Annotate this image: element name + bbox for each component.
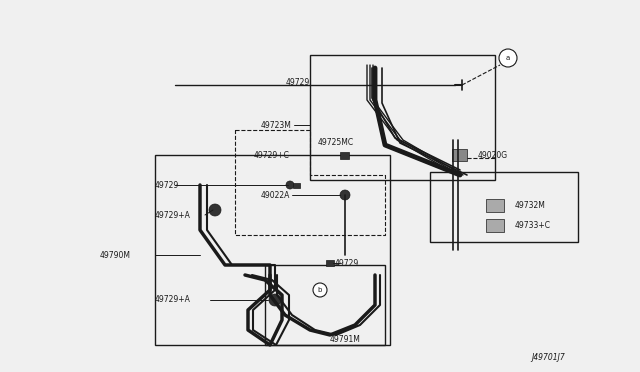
Bar <box>265 265 385 345</box>
Bar <box>486 199 504 212</box>
Text: 49729: 49729 <box>286 77 310 87</box>
Bar <box>452 149 467 161</box>
Text: 49732M: 49732M <box>515 201 546 209</box>
Circle shape <box>269 294 281 306</box>
Bar <box>310 55 495 180</box>
Text: 49729: 49729 <box>335 259 359 267</box>
Text: 49729: 49729 <box>155 180 179 189</box>
Bar <box>155 155 390 345</box>
Circle shape <box>499 49 517 67</box>
Text: 49729+C: 49729+C <box>254 151 290 160</box>
Circle shape <box>340 190 350 200</box>
Text: J49701J7: J49701J7 <box>531 353 565 362</box>
Text: 49020G: 49020G <box>478 151 508 160</box>
Text: 49725MC: 49725MC <box>318 138 354 147</box>
Bar <box>294 183 301 187</box>
Text: 49791M: 49791M <box>330 336 361 344</box>
Bar <box>326 260 334 266</box>
Bar <box>340 151 349 158</box>
Text: b: b <box>318 287 322 293</box>
Text: 49733+C: 49733+C <box>515 221 551 230</box>
Bar <box>486 218 504 231</box>
Text: 49022A: 49022A <box>260 190 290 199</box>
Text: 49790M: 49790M <box>100 250 131 260</box>
Text: 49729+A: 49729+A <box>155 211 191 219</box>
Text: 49723M: 49723M <box>261 121 292 129</box>
Bar <box>430 172 578 242</box>
Circle shape <box>313 283 327 297</box>
Text: a: a <box>506 55 510 61</box>
Circle shape <box>209 204 221 216</box>
Circle shape <box>286 181 294 189</box>
Text: 49729+A: 49729+A <box>155 295 191 305</box>
